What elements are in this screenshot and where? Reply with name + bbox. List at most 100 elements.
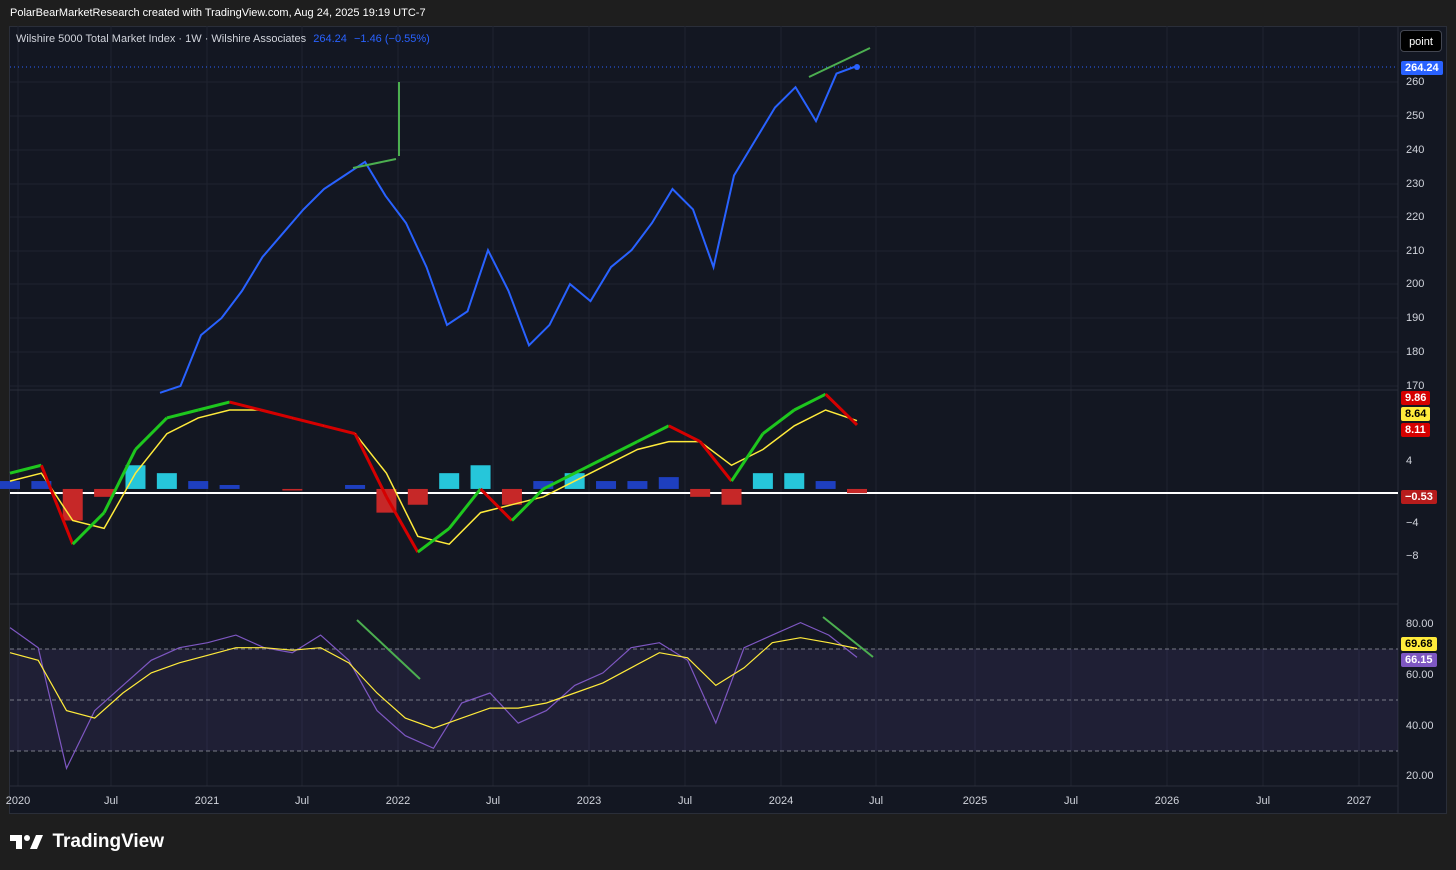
time-label: 2022 bbox=[385, 795, 411, 807]
macd-segment bbox=[39, 464, 75, 545]
histogram-bar bbox=[345, 485, 366, 489]
macd-signal-tag: 8.64 bbox=[1401, 407, 1431, 421]
macd-segment bbox=[323, 424, 356, 436]
last-price-tag: 264.24 bbox=[1401, 61, 1443, 75]
macd-segment bbox=[260, 408, 293, 420]
macd-segment bbox=[448, 488, 482, 530]
macd-segment bbox=[479, 487, 513, 522]
macd-segment bbox=[134, 416, 168, 451]
macd-segment bbox=[353, 433, 388, 498]
chart-area[interactable] bbox=[9, 26, 1447, 814]
point-button[interactable]: point bbox=[1400, 30, 1442, 52]
macd-segment bbox=[668, 424, 701, 443]
macd-value-tag: 8.11 bbox=[1401, 423, 1430, 437]
price-tick: 240 bbox=[1406, 144, 1425, 156]
symbol-name: Wilshire 5000 Total Market Index · 1W · … bbox=[16, 33, 307, 45]
histogram-bar bbox=[470, 465, 491, 489]
time-label: 2020 bbox=[5, 795, 31, 807]
rsi-line bbox=[9, 621, 858, 771]
macd-line bbox=[9, 392, 859, 554]
time-label: Jul bbox=[1063, 795, 1079, 807]
price-line bbox=[159, 65, 858, 394]
time-label: 2026 bbox=[1154, 795, 1180, 807]
macd-tick-neg8: −8 bbox=[1406, 550, 1419, 562]
time-label: Jul bbox=[868, 795, 884, 807]
price-tick: 200 bbox=[1406, 278, 1425, 290]
macd-segment bbox=[698, 440, 733, 482]
histogram-bar bbox=[690, 488, 711, 497]
header-title: PolarBearMarketResearch created with Tra… bbox=[10, 7, 426, 19]
footer-brand: TradingView bbox=[52, 831, 165, 852]
rsi-tick-40: 40.00 bbox=[1406, 720, 1434, 732]
chart-header: PolarBearMarketResearch created with Tra… bbox=[0, 0, 1456, 26]
price-tick: 260 bbox=[1406, 76, 1425, 88]
time-label: 2023 bbox=[576, 795, 602, 807]
histogram-bar bbox=[62, 488, 83, 521]
histogram-bar bbox=[156, 473, 177, 489]
macd-segment bbox=[605, 440, 639, 459]
histogram-bar bbox=[596, 481, 617, 489]
macd-segment bbox=[9, 463, 42, 475]
histogram-bar bbox=[815, 481, 836, 489]
macd-segment bbox=[573, 456, 607, 475]
macd-segment bbox=[761, 408, 796, 435]
macd-segment bbox=[793, 392, 827, 412]
trendline-2021 bbox=[352, 158, 397, 169]
histogram-bar bbox=[31, 481, 52, 489]
histogram-bar bbox=[219, 485, 240, 489]
macd-histogram-tag: −0.53 bbox=[1401, 490, 1437, 504]
macd-segment bbox=[102, 448, 137, 514]
trendline-2024 bbox=[808, 47, 871, 78]
rsi-ma-line bbox=[9, 637, 858, 729]
tradingview-logo-icon bbox=[10, 835, 43, 849]
rsi-trendline-2021 bbox=[356, 619, 421, 680]
macd-segment bbox=[636, 424, 670, 443]
histogram-bar bbox=[282, 488, 303, 491]
macd-segment bbox=[229, 400, 262, 412]
macd-segment bbox=[416, 527, 451, 554]
time-label: Jul bbox=[485, 795, 501, 807]
price-tick: 170 bbox=[1406, 380, 1425, 392]
rsi-tick-20: 20.00 bbox=[1406, 770, 1434, 782]
price-tick: 210 bbox=[1406, 245, 1425, 257]
histogram-bar bbox=[94, 488, 115, 497]
macd-histogram bbox=[0, 465, 867, 521]
time-label: Jul bbox=[1255, 795, 1271, 807]
price-tick: 180 bbox=[1406, 346, 1425, 358]
histogram-bar bbox=[721, 488, 742, 505]
histogram-bar bbox=[784, 473, 805, 489]
histogram-bar bbox=[847, 488, 867, 494]
macd-tag-high: 9.86 bbox=[1401, 391, 1431, 405]
time-label: 2024 bbox=[768, 795, 794, 807]
rsi-value-tag: 66.15 bbox=[1401, 653, 1437, 667]
time-label: 2027 bbox=[1346, 795, 1372, 807]
macd-segment bbox=[510, 487, 545, 522]
histogram-bar bbox=[533, 481, 554, 489]
macd-tick-4: 4 bbox=[1406, 455, 1413, 467]
time-label: Jul bbox=[294, 795, 310, 807]
macd-segment bbox=[291, 416, 325, 428]
rsi-tick-60: 60.00 bbox=[1406, 669, 1434, 681]
rsi-ma-tag: 69.68 bbox=[1401, 637, 1437, 651]
macd-segment bbox=[824, 393, 859, 426]
legend-change: −1.46 (−0.55%) bbox=[353, 33, 430, 45]
histogram-bar bbox=[501, 488, 522, 505]
histogram-bar bbox=[0, 481, 20, 489]
price-tick: 220 bbox=[1406, 211, 1425, 223]
price-tick: 250 bbox=[1406, 110, 1425, 122]
histogram-bar bbox=[188, 481, 209, 489]
histogram-bar bbox=[658, 477, 679, 489]
macd-segment bbox=[730, 432, 765, 482]
price-tick: 230 bbox=[1406, 178, 1425, 190]
legend-price: 264.24 bbox=[313, 33, 347, 45]
histogram-bar bbox=[439, 473, 460, 489]
footer: TradingView bbox=[10, 831, 164, 855]
time-label: Jul bbox=[103, 795, 119, 807]
histogram-bar bbox=[627, 481, 648, 489]
macd-segment bbox=[542, 471, 576, 491]
price-tick: 190 bbox=[1406, 312, 1425, 324]
symbol-legend[interactable]: Wilshire 5000 Total Market Index · 1W · … bbox=[16, 33, 430, 45]
rsi-tick-80: 80.00 bbox=[1406, 618, 1434, 630]
rsi-trendline-2024 bbox=[822, 616, 874, 658]
